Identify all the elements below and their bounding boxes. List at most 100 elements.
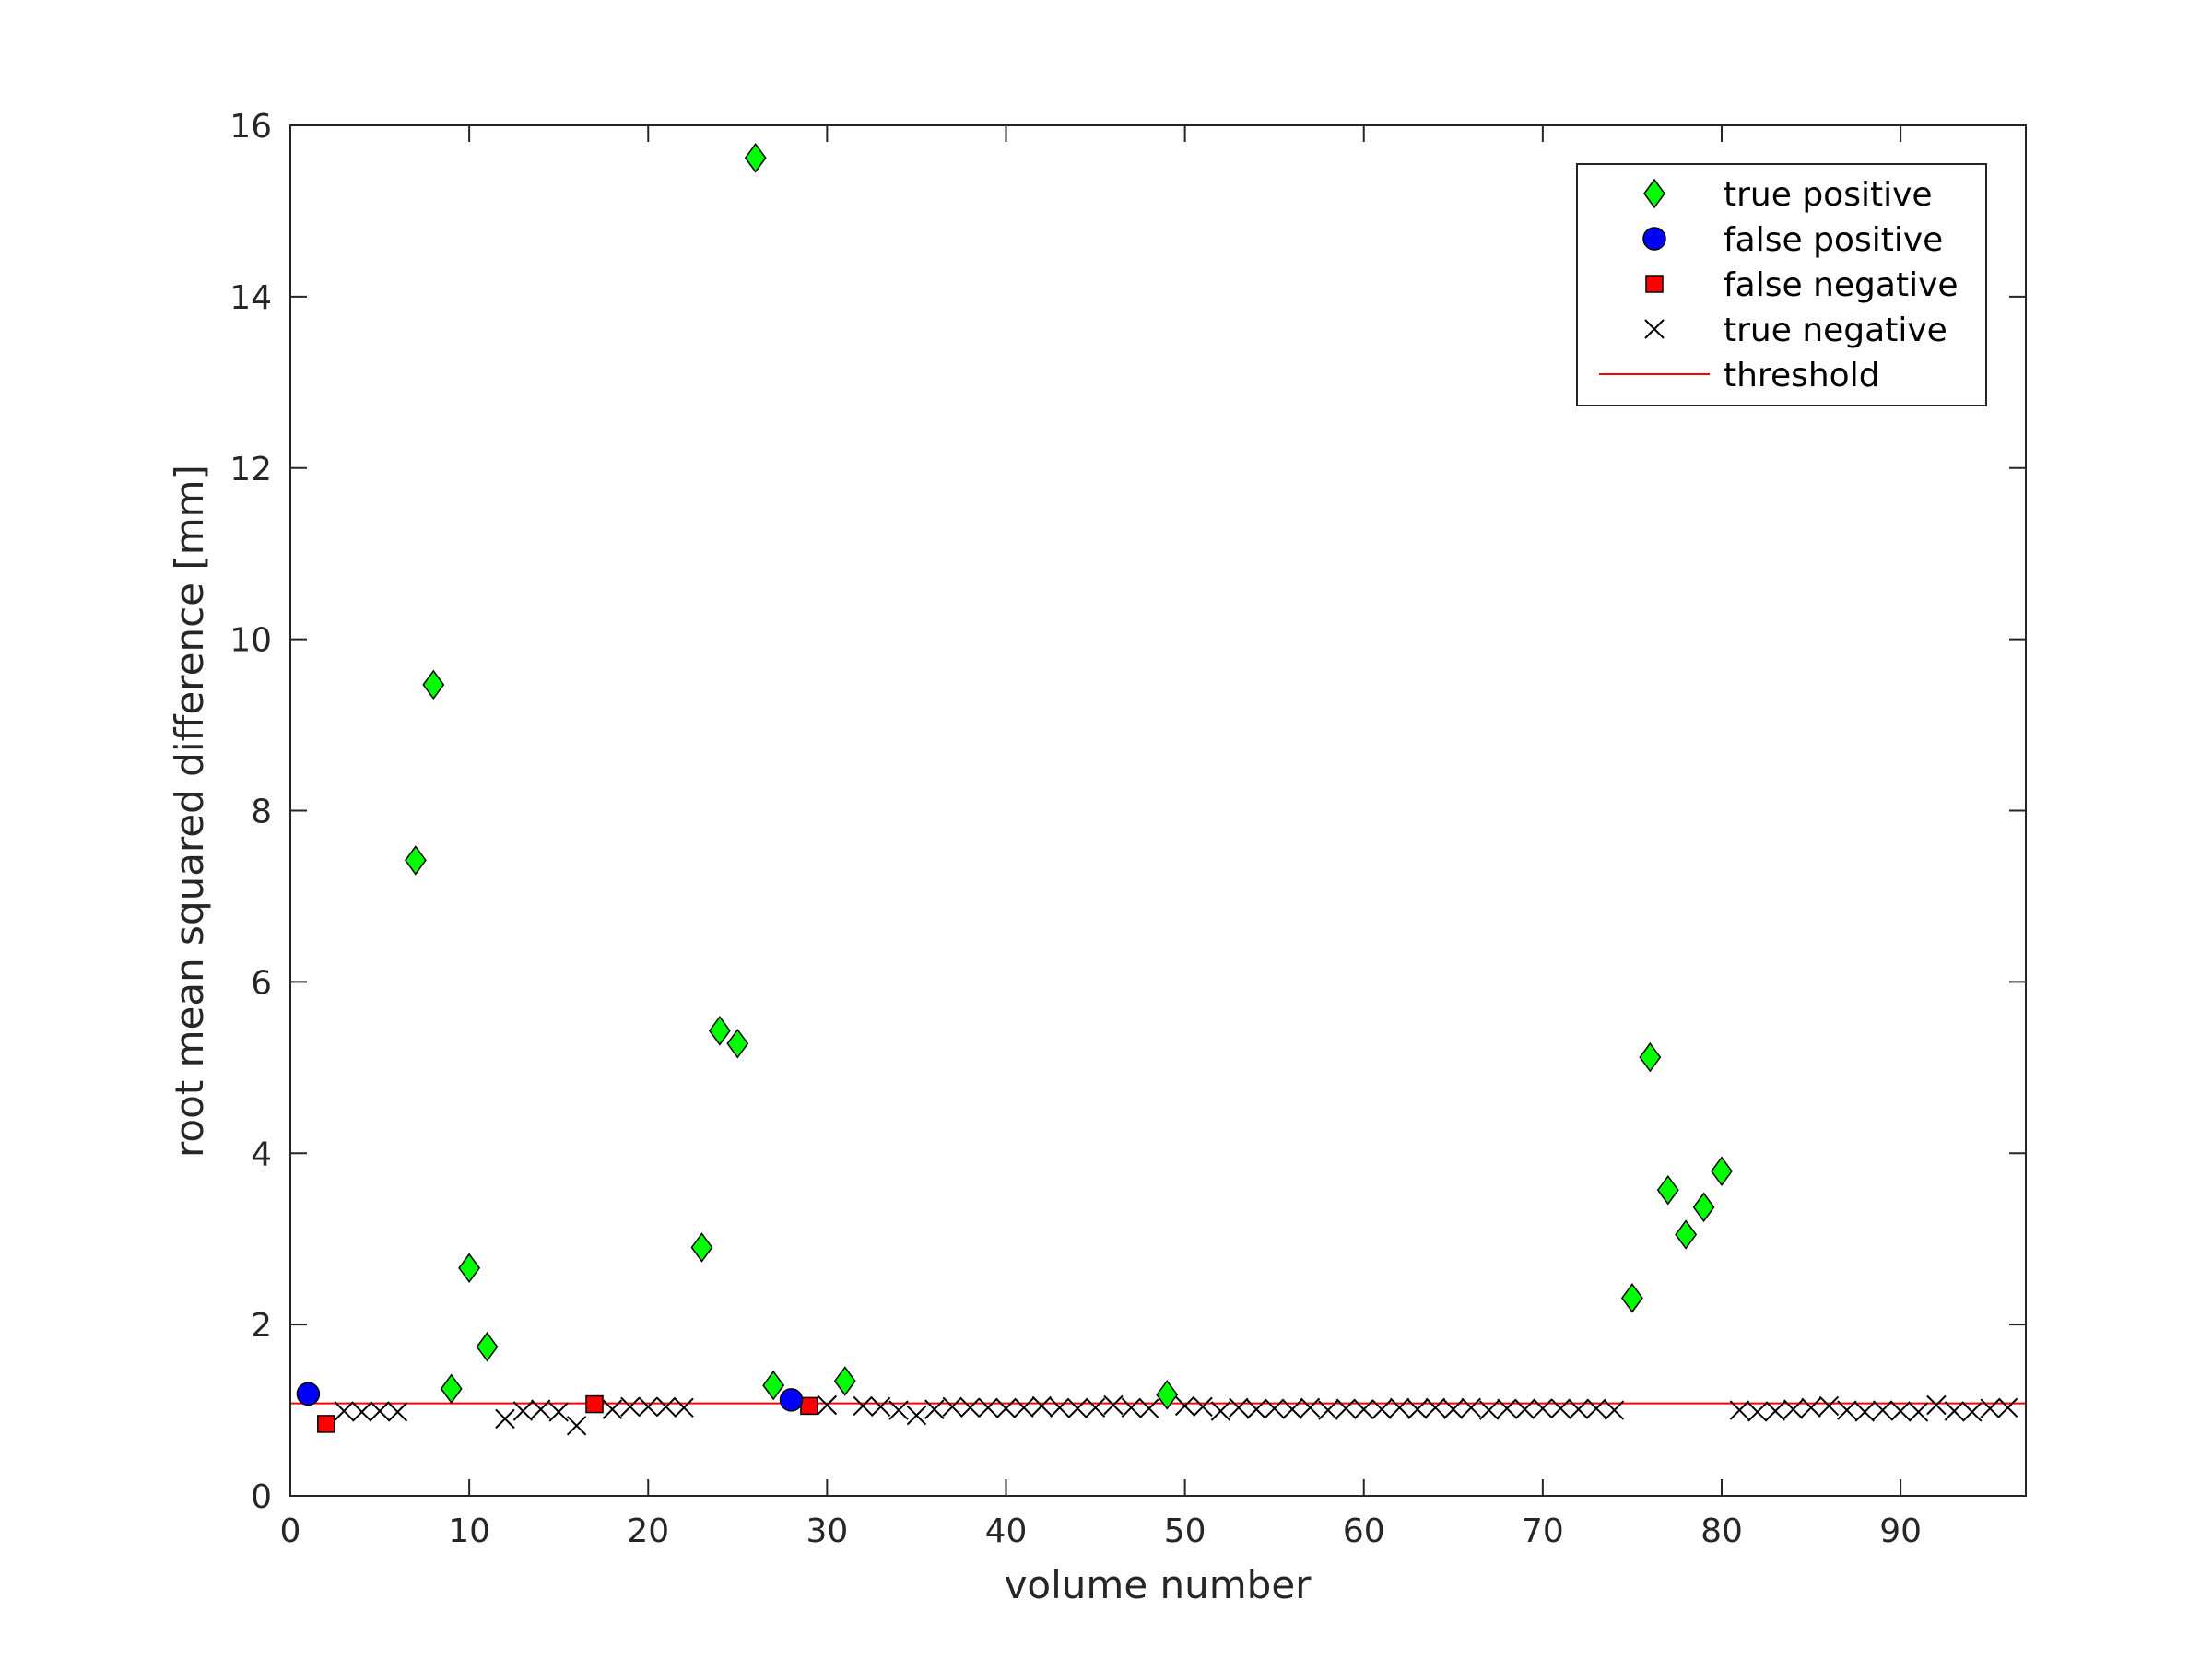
- true-negative-point: [1014, 1397, 1034, 1418]
- x-tick-label: 20: [627, 1512, 669, 1550]
- legend-true-positive-label: true positive: [1724, 176, 1933, 214]
- legend-true-negative-marker: [1644, 319, 1665, 339]
- x-tick-label: 70: [1522, 1512, 1564, 1550]
- true-positive-point: [476, 1332, 499, 1362]
- true-negative-point: [674, 1397, 694, 1418]
- true-negative-point: [1783, 1399, 1804, 1419]
- true-positive-point: [1639, 1041, 1662, 1073]
- legend-box: [1576, 163, 1987, 406]
- x-axis-ticks: 0 10 20 30 40 50 60 70 80 90: [280, 125, 1922, 1550]
- true-negative-point: [995, 1398, 1017, 1418]
- y-tick-label: 10: [229, 622, 272, 660]
- true-negative-point: [1997, 1397, 2018, 1418]
- true-negative-point: [1586, 1398, 1606, 1418]
- true-positive-point: [833, 1366, 856, 1396]
- true-positive-point: [1692, 1192, 1715, 1223]
- y-tick-label: 14: [229, 279, 272, 317]
- true-negative-point: [1282, 1399, 1302, 1419]
- x-tick-label: 10: [448, 1512, 490, 1550]
- legend: true positive false positive false negativ…: [1576, 163, 1987, 406]
- true-negative-point: [924, 1399, 945, 1419]
- true-negative-point: [1497, 1398, 1517, 1418]
- true-negative-point: [1962, 1402, 1983, 1422]
- true-negative-point: [548, 1402, 569, 1422]
- true-negative-point: [1926, 1394, 1947, 1416]
- true-negative-point: [1139, 1398, 1159, 1418]
- true-negative-point: [1747, 1402, 1768, 1422]
- false-negative-point: [317, 1415, 335, 1433]
- true-negative-point: [1246, 1399, 1266, 1419]
- true-negative-point: [1067, 1398, 1088, 1418]
- true-negative-point: [566, 1416, 587, 1436]
- y-tick-label: 8: [251, 794, 272, 831]
- true-negative-point: [351, 1402, 372, 1422]
- true-negative-point: [853, 1395, 873, 1417]
- true-negative-point: [1050, 1397, 1070, 1418]
- true-negative-point: [1389, 1397, 1410, 1418]
- true-positive-point: [422, 669, 445, 700]
- true-negative-point: [1264, 1398, 1285, 1418]
- y-tick-label: 4: [251, 1135, 272, 1173]
- true-positive-point: [726, 1029, 749, 1059]
- true-negative-point: [638, 1396, 658, 1418]
- x-tick-label: 30: [806, 1512, 848, 1550]
- true-negative-point: [531, 1399, 551, 1419]
- true-negative-point: [1031, 1395, 1053, 1417]
- true-negative-point: [1729, 1400, 1750, 1420]
- true-negative-point: [1478, 1400, 1500, 1420]
- legend-false-negative-label: false negative: [1724, 266, 1959, 304]
- true-negative-point: [1872, 1400, 1893, 1420]
- true-negative-point: [1604, 1400, 1625, 1420]
- true-negative-point: [1085, 1397, 1106, 1418]
- false-positive-point: [296, 1382, 321, 1406]
- true-negative-point: [1908, 1402, 1929, 1422]
- true-negative-point: [1765, 1401, 1785, 1421]
- true-negative-point: [1371, 1399, 1392, 1419]
- y-axis-ticks: 0 2 4 6 8 10 12 14 16: [229, 108, 2026, 1516]
- true-positive-point: [1675, 1219, 1698, 1250]
- true-negative-point: [1335, 1398, 1357, 1418]
- y-tick-label: 0: [251, 1478, 272, 1516]
- data-points: [296, 143, 2018, 1436]
- true-negative-point: [1818, 1395, 1840, 1417]
- true-negative-point: [1318, 1400, 1338, 1420]
- true-negative-point: [602, 1399, 623, 1419]
- true-negative-point: [1944, 1401, 1965, 1421]
- true-positive-point: [1656, 1174, 1679, 1206]
- false-positive-point: [779, 1388, 804, 1412]
- y-tick-label: 16: [229, 108, 272, 146]
- true-negative-point: [370, 1401, 390, 1421]
- legend-threshold-label: threshold: [1724, 357, 1880, 394]
- y-tick-label: 6: [251, 964, 272, 1002]
- x-tick-label: 80: [1700, 1512, 1743, 1550]
- true-negative-point: [1837, 1400, 1857, 1420]
- true-negative-point: [1550, 1398, 1571, 1418]
- true-negative-point: [906, 1405, 927, 1426]
- true-negative-point: [620, 1396, 641, 1418]
- true-negative-point: [334, 1401, 354, 1421]
- legend-false-positive-label: false positive: [1724, 221, 1943, 259]
- true-positive-point: [1156, 1380, 1179, 1410]
- true-negative-point: [1121, 1397, 1142, 1418]
- true-positive-point: [690, 1232, 713, 1263]
- x-tick-label: 60: [1343, 1512, 1385, 1550]
- true-negative-point: [655, 1396, 677, 1418]
- true-negative-point: [1801, 1397, 1821, 1418]
- plot-area-frame: [289, 124, 2027, 1497]
- x-tick-label: 0: [280, 1512, 301, 1550]
- true-negative-point: [495, 1408, 515, 1430]
- y-tick-label: 2: [251, 1307, 272, 1345]
- true-negative-point: [1980, 1398, 2000, 1418]
- true-negative-point: [817, 1394, 838, 1416]
- true-negative-point: [978, 1397, 998, 1418]
- x-tick-label: 90: [1879, 1512, 1922, 1550]
- legend-false-positive-marker: [1642, 227, 1666, 251]
- true-negative-point: [959, 1397, 981, 1418]
- true-negative-point: [1174, 1395, 1195, 1417]
- true-negative-point: [1354, 1399, 1374, 1419]
- x-tick-label: 50: [1164, 1512, 1206, 1550]
- true-negative-point: [1210, 1401, 1231, 1421]
- true-positive-point: [458, 1253, 481, 1284]
- legend-false-negative-marker: [1645, 275, 1664, 293]
- true-negative-point: [1407, 1399, 1428, 1419]
